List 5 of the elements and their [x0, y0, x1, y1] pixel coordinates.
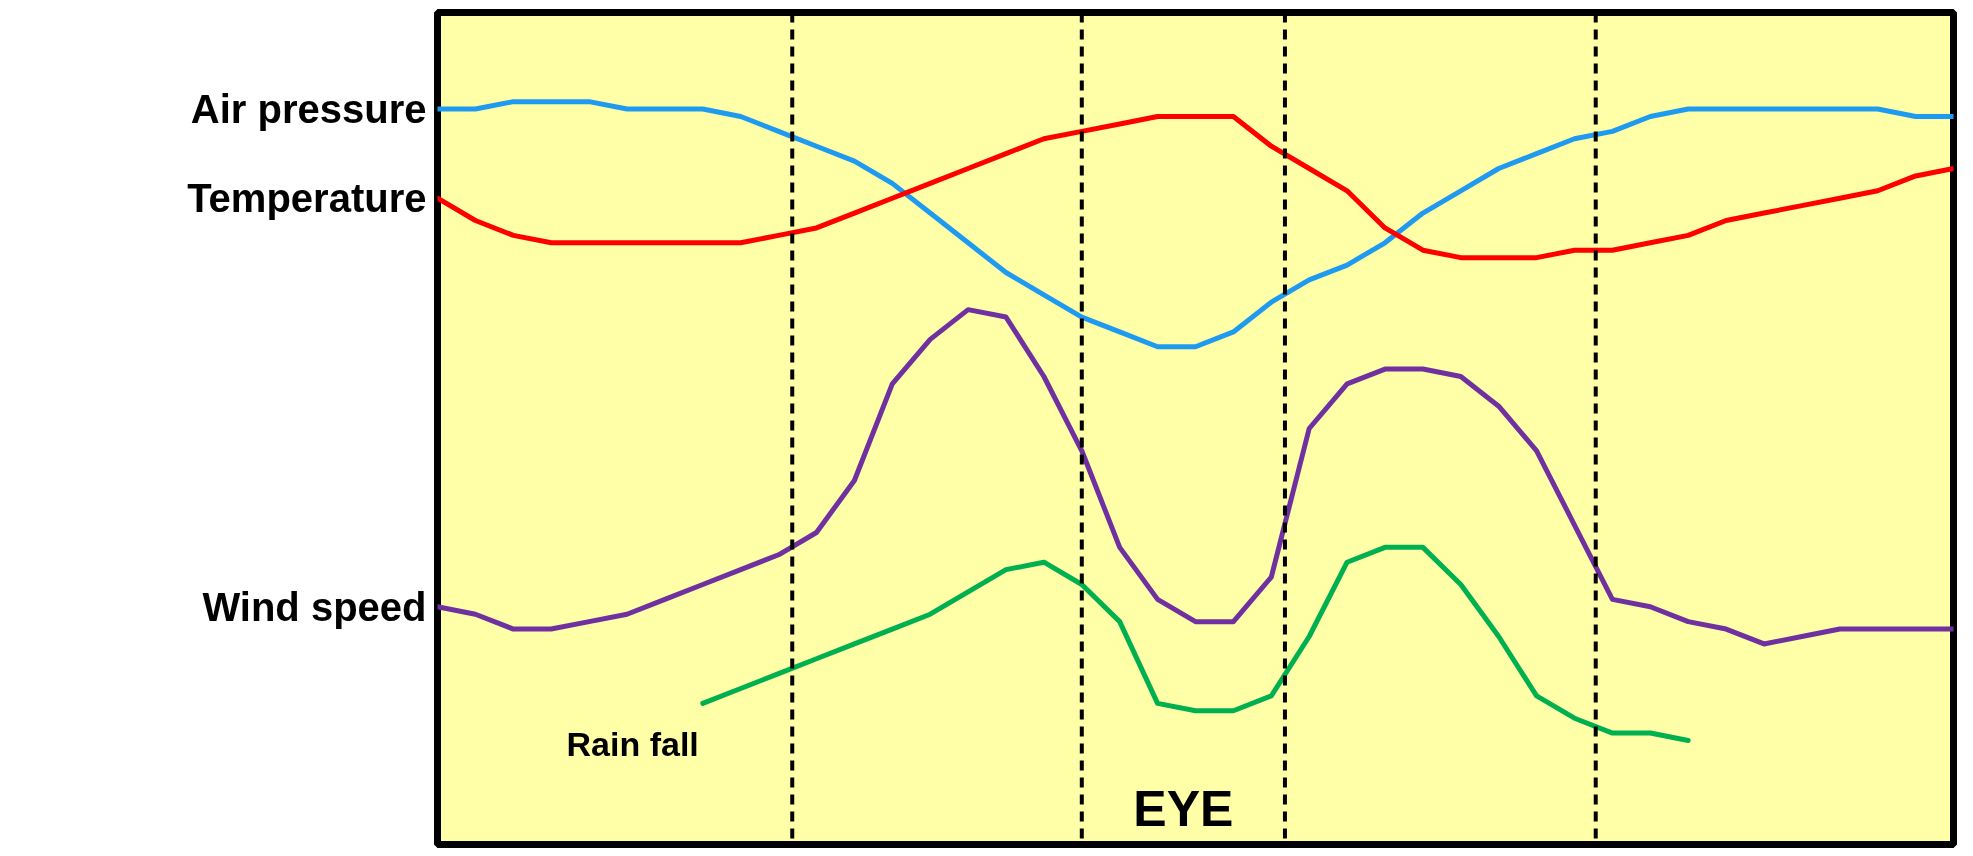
series-label: Air pressure — [190, 87, 427, 132]
annotation: EYE — [1133, 780, 1234, 837]
series-label: Wind speed — [202, 584, 427, 629]
series-label: Rain fall — [566, 725, 699, 764]
series-label: Temperature — [187, 176, 427, 221]
